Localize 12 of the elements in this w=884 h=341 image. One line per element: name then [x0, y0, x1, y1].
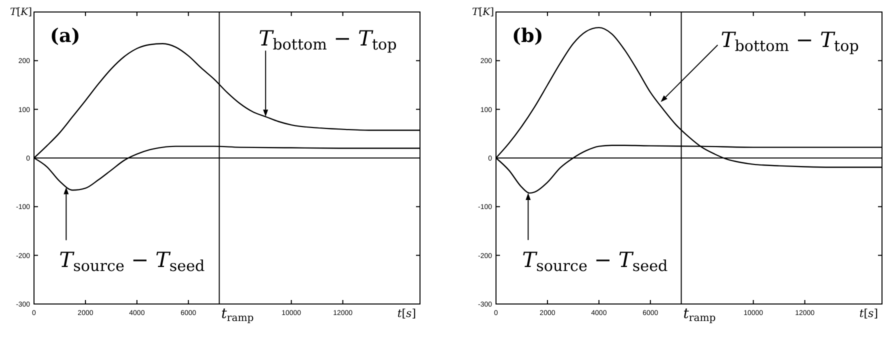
text: (a) [50, 25, 80, 47]
x-axis-title: t[s] [859, 307, 878, 320]
text: (b) [512, 25, 544, 47]
x-axis-title: t[s] [397, 307, 416, 320]
annotation: T$_{source}$ − T$_{seed}$ [522, 248, 668, 276]
ref-line-label: t$_{ramp}$ [683, 306, 716, 324]
annotation: T$_{bottom}$ − T$_{top}$ [258, 26, 397, 54]
y-axis-title: T[K] [10, 7, 32, 18]
ref-line-label: t$_{ramp}$ [221, 306, 254, 324]
annotation: T$_{source}$ − T$_{seed}$ [59, 248, 206, 276]
annotation: T$_{bottom}$ − T$_{top}$ [720, 28, 859, 56]
y-axis-title: T[K] [472, 7, 494, 18]
